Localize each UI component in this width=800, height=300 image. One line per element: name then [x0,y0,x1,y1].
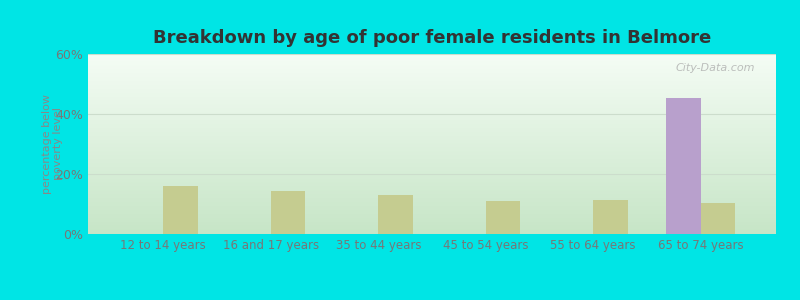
Bar [701,202,735,234]
Y-axis label: percentage below
poverty level: percentage below poverty level [42,94,63,194]
Title: Breakdown by age of poor female residents in Belmore: Breakdown by age of poor female resident… [153,29,711,47]
Bar [666,98,701,234]
Bar [378,195,413,234]
Bar [594,200,628,234]
Text: City-Data.com: City-Data.com [676,63,755,73]
Bar [270,190,305,234]
Bar [486,201,520,234]
Bar [163,186,198,234]
